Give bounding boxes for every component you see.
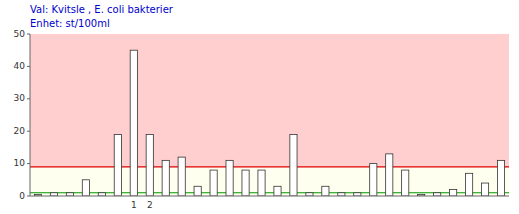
- bar: [226, 160, 233, 196]
- subtitle: Enhet: st/100ml: [30, 18, 110, 29]
- bar: [497, 160, 504, 196]
- bar: [402, 170, 409, 196]
- bar: [178, 157, 185, 196]
- bar: [210, 170, 217, 196]
- y-tick: [27, 98, 30, 99]
- reference-line: [30, 166, 509, 167]
- bar: [465, 173, 472, 196]
- bar: [258, 170, 265, 196]
- bar: [290, 134, 297, 196]
- y-tick-label: 40: [14, 61, 26, 71]
- bar: [450, 190, 457, 196]
- x-axis-line: [30, 196, 509, 197]
- y-tick-label: 20: [14, 126, 26, 136]
- y-tick: [27, 196, 30, 197]
- title: Val: Kvitsle , E. coli bakterier: [30, 4, 174, 15]
- chart: 0 10 20 30 40 50 12 Val: Kvitsle , E. coli bakt…: [0, 0, 519, 214]
- y-tick-label: 10: [14, 158, 26, 168]
- y-tick: [27, 34, 30, 35]
- plot-background: [30, 34, 509, 196]
- plot-area: [30, 34, 509, 196]
- bar: [114, 134, 121, 196]
- y-tick-label: 0: [19, 191, 25, 201]
- bar: [386, 154, 393, 196]
- bar: [146, 134, 153, 196]
- y-tick-label: 30: [14, 93, 26, 103]
- y-tick-label: 50: [14, 29, 26, 39]
- y-tick: [27, 131, 30, 132]
- x-tick-label: 2: [147, 200, 153, 210]
- bar: [242, 170, 249, 196]
- y-tick: [27, 163, 30, 164]
- bar: [322, 186, 329, 196]
- band: [30, 167, 509, 196]
- y-tick: [27, 66, 30, 67]
- bar: [82, 180, 89, 196]
- bar: [130, 50, 137, 196]
- bar: [274, 186, 281, 196]
- bar: [481, 183, 488, 196]
- bar: [162, 160, 169, 196]
- bar: [194, 186, 201, 196]
- y-axis-line: [30, 34, 31, 196]
- x-tick-label: 1: [131, 200, 137, 210]
- axes: 0 10 20 30 40 50 12: [14, 29, 509, 211]
- bar: [370, 164, 377, 196]
